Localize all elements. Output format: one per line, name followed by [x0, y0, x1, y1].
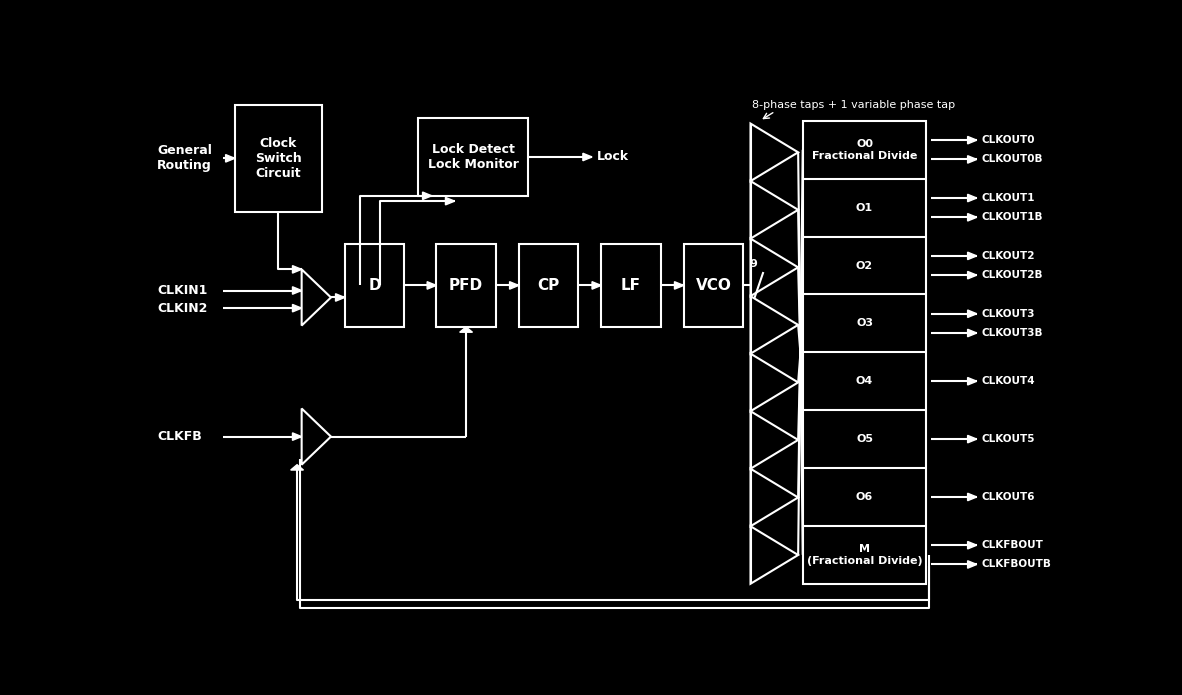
Text: D: D: [368, 278, 381, 293]
Text: PFD: PFD: [449, 278, 483, 293]
FancyBboxPatch shape: [418, 118, 528, 196]
Polygon shape: [968, 329, 976, 337]
Polygon shape: [423, 192, 431, 199]
Text: O3: O3: [856, 318, 873, 328]
Polygon shape: [968, 252, 976, 260]
Text: 9: 9: [749, 259, 758, 270]
Polygon shape: [336, 294, 345, 301]
Text: CLKFB: CLKFB: [157, 430, 202, 443]
Polygon shape: [968, 435, 976, 443]
Text: CLKIN1: CLKIN1: [157, 284, 207, 297]
Polygon shape: [968, 136, 976, 144]
Text: O2: O2: [856, 261, 873, 270]
Text: O5: O5: [856, 434, 873, 444]
FancyBboxPatch shape: [345, 244, 404, 327]
Polygon shape: [968, 541, 976, 549]
Text: CLKOUT0: CLKOUT0: [981, 135, 1035, 145]
Text: O6: O6: [856, 492, 873, 502]
Polygon shape: [460, 327, 473, 332]
Polygon shape: [968, 561, 976, 569]
Polygon shape: [968, 493, 976, 500]
FancyBboxPatch shape: [519, 244, 578, 327]
Polygon shape: [968, 272, 976, 279]
Polygon shape: [968, 213, 976, 221]
Polygon shape: [292, 433, 301, 441]
Text: CLKOUT1: CLKOUT1: [981, 193, 1035, 203]
Polygon shape: [968, 377, 976, 385]
Polygon shape: [292, 287, 301, 294]
FancyBboxPatch shape: [235, 105, 322, 212]
Text: VCO: VCO: [695, 278, 732, 293]
Text: CLKOUT1B: CLKOUT1B: [981, 212, 1043, 222]
Text: CLKIN2: CLKIN2: [157, 302, 207, 315]
Text: CP: CP: [538, 278, 559, 293]
Polygon shape: [292, 304, 301, 312]
Text: O0
Fractional Divide: O0 Fractional Divide: [812, 139, 917, 161]
Polygon shape: [427, 281, 436, 289]
Text: CLKOUT3B: CLKOUT3B: [981, 328, 1043, 338]
Text: LF: LF: [621, 278, 641, 293]
Text: General
Routing: General Routing: [157, 145, 212, 172]
Text: Clock
Switch
Circuit: Clock Switch Circuit: [255, 137, 301, 180]
FancyBboxPatch shape: [803, 121, 927, 584]
Polygon shape: [675, 281, 683, 289]
Text: M
(Fractional Divide): M (Fractional Divide): [807, 544, 922, 566]
Text: CLKOUT2B: CLKOUT2B: [981, 270, 1043, 280]
Polygon shape: [968, 310, 976, 318]
Text: O4: O4: [856, 376, 873, 386]
Text: O1: O1: [856, 203, 873, 213]
FancyBboxPatch shape: [683, 244, 743, 327]
Polygon shape: [968, 195, 976, 202]
Text: CLKOUT6: CLKOUT6: [981, 492, 1035, 502]
FancyBboxPatch shape: [602, 244, 661, 327]
Text: CLKOUT3: CLKOUT3: [981, 309, 1035, 319]
Polygon shape: [968, 156, 976, 163]
Text: 8-phase taps + 1 variable phase tap: 8-phase taps + 1 variable phase tap: [752, 100, 955, 110]
Polygon shape: [509, 281, 519, 289]
Polygon shape: [292, 265, 301, 273]
Text: CLKOUT4: CLKOUT4: [981, 376, 1035, 386]
Text: Lock Detect
Lock Monitor: Lock Detect Lock Monitor: [428, 143, 519, 171]
Text: Lock: Lock: [597, 151, 629, 163]
FancyBboxPatch shape: [436, 244, 496, 327]
Text: CLKOUT5: CLKOUT5: [981, 434, 1035, 444]
Polygon shape: [226, 154, 235, 162]
Polygon shape: [592, 281, 602, 289]
Text: CLKFBOUTB: CLKFBOUTB: [981, 559, 1051, 569]
Polygon shape: [291, 465, 304, 470]
Text: CLKFBOUT: CLKFBOUT: [981, 540, 1044, 550]
Polygon shape: [446, 197, 455, 205]
Polygon shape: [583, 153, 592, 161]
Text: CLKOUT2: CLKOUT2: [981, 251, 1035, 261]
Text: CLKOUT0B: CLKOUT0B: [981, 154, 1043, 165]
